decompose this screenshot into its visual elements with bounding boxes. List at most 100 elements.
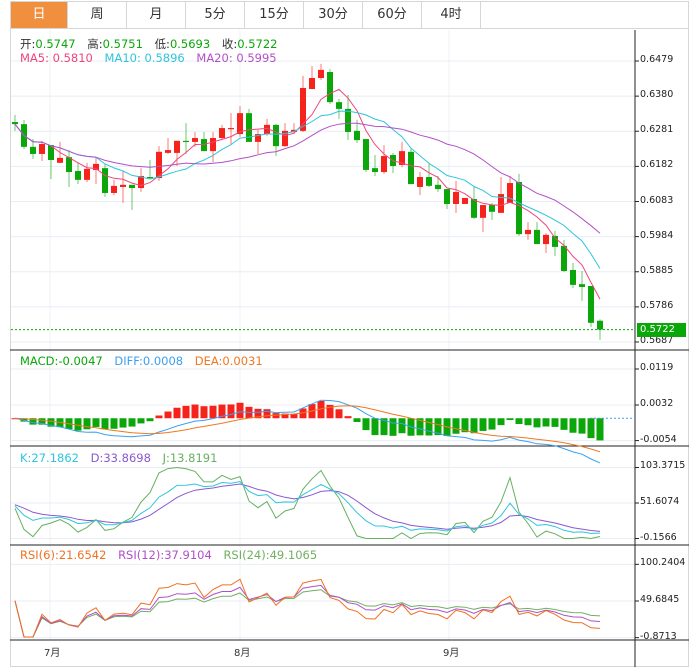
current-price-tag: 0.5722 (637, 322, 686, 337)
candle-body (57, 157, 63, 163)
open-label: 开: (20, 37, 36, 51)
dea-value: DEA:0.0031 (194, 354, 263, 368)
candle-body (174, 140, 180, 153)
tab-2[interactable]: 月 (127, 2, 186, 28)
candle-body (12, 122, 18, 125)
candle-up (174, 140, 180, 167)
rsi6-line (14, 578, 601, 638)
price-axis-label: 0.6083 (640, 194, 674, 206)
macd-bar (587, 418, 595, 439)
candle-body (102, 168, 108, 193)
macd-bar (182, 405, 190, 419)
open-value: 0.5747 (35, 37, 76, 51)
tab-1[interactable]: 周 (68, 2, 127, 28)
candle-body (363, 139, 369, 170)
rsi12-line (14, 584, 601, 638)
macd-bar (74, 418, 82, 431)
macd-bar (389, 418, 397, 436)
candle-body (444, 189, 450, 204)
dea-line (14, 405, 601, 453)
tab-7[interactable]: 4时 (422, 2, 481, 28)
candle-body (291, 129, 297, 132)
j-value: J:13.8191 (162, 451, 218, 465)
kdj-legend: K:27.1862 D:33.8698 J:13.8191 (20, 451, 225, 465)
ma5-value: MA5: 0.5810 (20, 51, 93, 65)
rsi24-line (14, 589, 601, 638)
candle-down (75, 162, 81, 185)
rsi6-value: RSI(6):21.6542 (20, 548, 107, 562)
candle-body (516, 181, 522, 235)
macd-bar (380, 418, 388, 436)
candle-up (318, 63, 324, 81)
candle-down (246, 108, 252, 142)
tab-5[interactable]: 30分 (304, 2, 363, 28)
rsi-axis-label: 49.6845 (640, 594, 680, 605)
candle-down (534, 222, 540, 245)
candle-body (75, 170, 81, 180)
candle-body (336, 102, 342, 109)
candle-down (579, 271, 585, 301)
candle-body (426, 177, 432, 186)
candle-down (354, 119, 360, 143)
macd-bar (272, 413, 280, 419)
macd-bar (596, 418, 604, 441)
candle-down (552, 230, 558, 257)
macd-bar (218, 404, 226, 419)
macd-bar (335, 409, 343, 419)
ma20-value: MA20: 0.5995 (196, 51, 277, 65)
k-value: K:27.1862 (20, 451, 79, 465)
candle-body (129, 184, 135, 189)
candle-down (48, 145, 54, 180)
candle-body (255, 134, 261, 142)
candle-body (48, 145, 54, 160)
candle-down (561, 239, 567, 273)
candle-body (219, 128, 225, 138)
macd-bar (281, 413, 289, 419)
tab-3[interactable]: 5分 (186, 2, 245, 28)
candle-body (246, 113, 252, 142)
candle-up (300, 75, 306, 132)
macd-bar (362, 418, 370, 431)
ma10-line (14, 110, 601, 269)
tab-6[interactable]: 60分 (363, 2, 422, 28)
macd-bar (191, 404, 199, 419)
rsi-axis-label: 100.2404 (640, 557, 686, 569)
x-axis-label: 7月 (44, 648, 61, 659)
chart-frame (10, 29, 689, 667)
candle-down (12, 114, 18, 131)
macd-bar (344, 416, 352, 419)
low-label: 低: (154, 37, 170, 51)
candle-up (255, 129, 261, 154)
candle-down (489, 202, 495, 220)
candle-up (381, 145, 387, 174)
diff-line (14, 399, 601, 464)
candle-body (228, 128, 234, 130)
macd-bar (533, 418, 541, 428)
tab-0[interactable]: 日 (11, 2, 68, 28)
macd-bar (236, 402, 244, 419)
macd-bar (164, 411, 172, 419)
macd-bar (515, 418, 523, 425)
close-label: 收: (221, 37, 238, 51)
candle-body (498, 194, 504, 213)
candle-body (201, 139, 207, 152)
candle-body (84, 168, 90, 180)
price-axis-label: 0.5786 (640, 299, 674, 311)
tab-4[interactable]: 15分 (245, 2, 304, 28)
candle-body (570, 269, 576, 285)
macd-bar (101, 418, 109, 430)
candle-body (300, 87, 306, 131)
macd-bar (173, 407, 181, 419)
candle-down (588, 285, 594, 328)
candle-up (210, 131, 216, 163)
candle-body (111, 185, 117, 193)
candle-up (228, 113, 234, 145)
candle-down (147, 159, 153, 179)
candle-body (165, 150, 171, 153)
candle-body (39, 144, 45, 154)
candle-body (543, 234, 549, 245)
candle-body (381, 156, 387, 173)
candle-up (120, 170, 126, 203)
candle-body (264, 124, 270, 135)
